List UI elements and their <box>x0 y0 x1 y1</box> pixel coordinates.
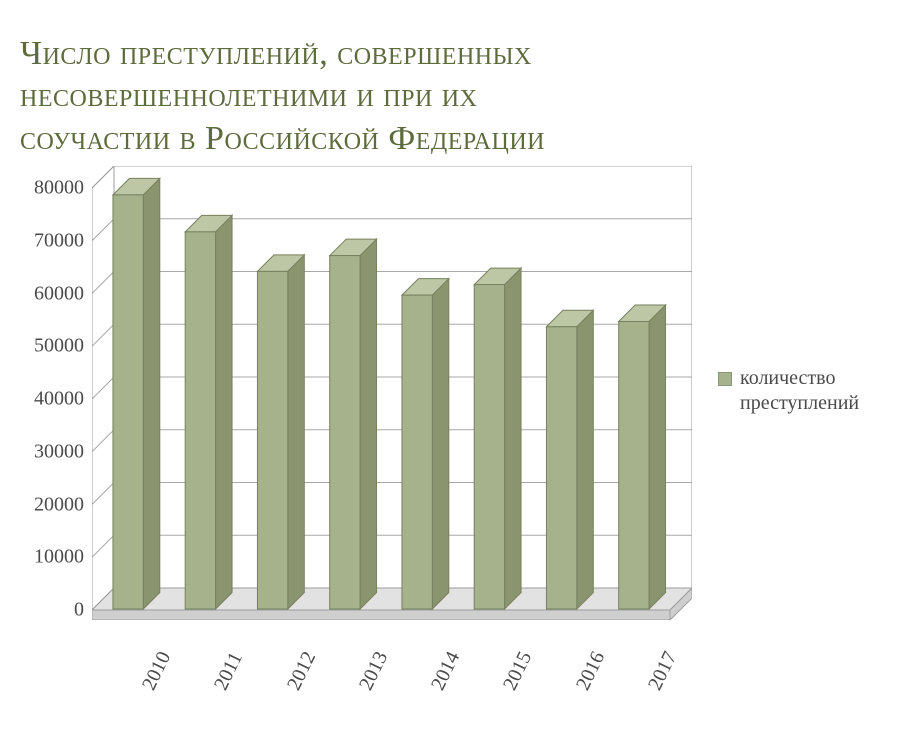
plot-svg <box>92 166 692 620</box>
x-tick-label: 2010 <box>138 648 176 694</box>
y-tick-label: 60000 <box>34 282 84 305</box>
x-tick-label: 2017 <box>644 648 682 694</box>
x-tick-label: 2013 <box>355 648 393 694</box>
y-tick-label: 0 <box>74 599 84 622</box>
plot-3d <box>92 166 692 620</box>
x-axis: 2010 2011 2012 2013 2014 2015 2016 2017 <box>92 628 692 728</box>
y-tick-label: 80000 <box>34 177 84 200</box>
y-tick-label: 70000 <box>34 229 84 252</box>
y-tick-label: 30000 <box>34 440 84 463</box>
x-tick-label: 2016 <box>572 648 610 694</box>
x-tick-label: 2015 <box>499 648 537 694</box>
y-tick-label: 40000 <box>34 388 84 411</box>
x-tick-label: 2014 <box>427 648 465 694</box>
title-line-1: Число преступлений, совершенных <box>20 33 900 76</box>
legend-swatch <box>718 372 732 386</box>
title-line-2: несовершеннолетними и при их <box>20 75 900 118</box>
y-tick-label: 50000 <box>34 335 84 358</box>
legend-item: количество преступлений <box>718 366 910 416</box>
chart-title: Число преступлений, совершенных несоверш… <box>20 33 900 161</box>
legend: количество преступлений <box>718 366 910 416</box>
y-tick-label: 10000 <box>34 546 84 569</box>
y-axis: 0 10000 20000 30000 40000 50000 60000 70000 8000… <box>18 160 88 620</box>
title-line-3: соучастии в Российской Федерации <box>20 118 900 161</box>
x-tick-label: 2011 <box>210 649 248 694</box>
legend-label: количество преступлений <box>740 366 910 416</box>
y-tick-label: 20000 <box>34 493 84 516</box>
chart-area: 0 10000 20000 30000 40000 50000 60000 70000 8000… <box>18 160 890 740</box>
x-tick-label: 2012 <box>283 648 321 694</box>
